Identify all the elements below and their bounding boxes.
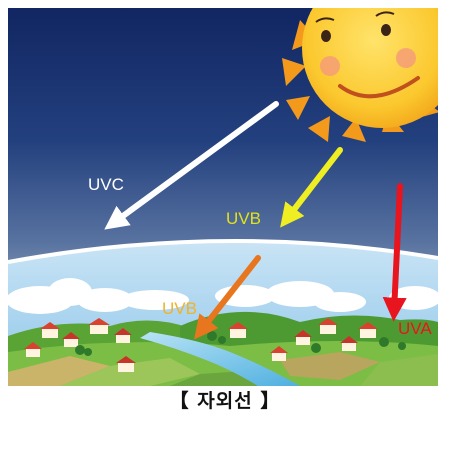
sun-eye-left [321, 30, 331, 42]
uvb-upper-arrow [280, 147, 343, 228]
sun-face [302, 8, 438, 128]
sun-brow-left [315, 17, 335, 23]
sun-cheek-left [320, 56, 340, 76]
sun [282, 8, 438, 142]
village-houses [24, 318, 378, 372]
uvb-upper-label: UVB [226, 209, 261, 228]
uva-label: UVA [398, 319, 432, 338]
uvb-lower-arrow [194, 255, 261, 340]
atmosphere-edge [8, 238, 438, 264]
uvc-arrow [104, 101, 279, 230]
sun-smile [338, 76, 420, 99]
sun-brow-right [375, 11, 395, 17]
uvc-label: UVC [88, 175, 124, 194]
sun-eye-right [381, 24, 391, 36]
caption: 【 자외선 】 [169, 390, 281, 412]
sun-cheek-right [396, 48, 416, 68]
river [140, 332, 300, 386]
uva-arrow [382, 183, 407, 322]
uvb-lower-label: UVB [162, 299, 197, 318]
